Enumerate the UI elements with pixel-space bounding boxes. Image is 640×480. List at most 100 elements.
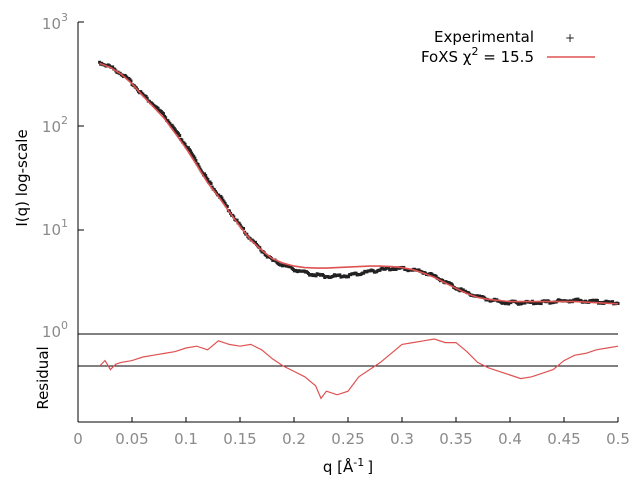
experimental-point [145, 96, 149, 100]
experimental-point [204, 174, 208, 178]
experimental-point [461, 288, 465, 292]
experimental-point [217, 193, 221, 197]
experimental-point [264, 253, 268, 257]
x-tick-label: 0.1 [174, 430, 198, 448]
experimental-point [354, 271, 358, 275]
experimental-point [434, 274, 438, 278]
experimental-point [212, 188, 216, 192]
experimental-point [189, 149, 193, 153]
experimental-point [98, 60, 102, 64]
experimental-point [186, 146, 190, 150]
experimental-point [219, 194, 223, 198]
foxs-fit-curve [99, 62, 619, 305]
experimental-point [129, 79, 133, 83]
y-axis-title: I(q) log-scale [13, 129, 31, 226]
experimental-point [338, 273, 342, 277]
experimental-point [199, 169, 203, 173]
experimental-point [208, 180, 212, 184]
experimental-point [206, 177, 210, 181]
experimental-point [173, 128, 177, 132]
x-tick-label: 0.3 [390, 430, 414, 448]
foxs-fit-line [99, 62, 619, 305]
x-tick-label: 0.15 [223, 430, 256, 448]
experimental-point [441, 278, 445, 282]
experimental-point [139, 90, 143, 94]
experimental-point [306, 271, 310, 275]
experimental-point [238, 223, 242, 227]
x-tick-label: 0.2 [282, 430, 306, 448]
x-tick-label: 0.45 [547, 430, 580, 448]
experimental-point [164, 116, 168, 120]
experimental-point [197, 165, 201, 169]
experimental-point [450, 283, 454, 287]
experimental-point [193, 156, 197, 160]
x-tick-label: 0.05 [115, 430, 148, 448]
y-tick-label-1: 100 [42, 319, 68, 341]
experimental-point [156, 106, 160, 110]
x-tick-label: 0.5 [606, 430, 630, 448]
residual-axis-title: Residual [34, 346, 52, 409]
residual-curve [99, 338, 619, 400]
experimental-point [190, 151, 194, 155]
y-tick-label-10: 101 [42, 217, 68, 239]
experimental-point [595, 299, 599, 303]
experimental-point [242, 226, 246, 230]
x-axis-title: q [Å-1] [323, 456, 373, 476]
experimental-point [237, 221, 241, 225]
x-tick-label: 0.25 [331, 430, 364, 448]
experimental-point [539, 302, 543, 306]
residual-line [99, 338, 619, 400]
experimental-point [203, 172, 207, 176]
legend-label-foxs: FoXS χ2 = 15.5 [421, 45, 534, 66]
experimental-point [394, 267, 398, 271]
experimental-point [314, 274, 318, 278]
experimental-point [611, 300, 615, 304]
experimental-point [223, 201, 227, 205]
x-tick-label: 0 [73, 430, 83, 448]
experimental-point [178, 134, 182, 138]
experimental-point [220, 196, 224, 200]
experimental-point [194, 159, 198, 163]
experimental-point [166, 119, 170, 123]
y-tick-labels: 100 101 102 103 [42, 11, 68, 341]
experimental-point [180, 138, 184, 142]
experimental-point [387, 266, 391, 270]
experimental-point [192, 154, 196, 158]
legend-marker-experimental: + [565, 31, 575, 45]
experimental-point [170, 123, 174, 127]
experimental-point [144, 95, 148, 99]
experimental-point [141, 92, 145, 96]
experimental-point [177, 132, 181, 136]
experimental-point [183, 142, 187, 146]
y-tick-label-1000: 103 [42, 11, 68, 33]
experimental-point [113, 67, 117, 71]
experimental-point [362, 271, 366, 275]
experimental-point [459, 287, 463, 291]
x-tick-label: 0.35 [439, 430, 472, 448]
legend-label-experimental: Experimental [434, 28, 534, 46]
experimental-point [161, 112, 165, 116]
experimental-point [274, 259, 278, 263]
experimental-point [235, 218, 239, 222]
experimental-point [198, 167, 202, 171]
experimental-point [523, 301, 527, 305]
x-tick-label: 0.4 [498, 430, 522, 448]
experimental-point [347, 275, 351, 279]
experimental-point [253, 240, 257, 244]
experimental-point [111, 65, 115, 69]
experimental-point [210, 185, 214, 189]
experimental-point [172, 126, 176, 130]
experimental-point [209, 182, 213, 186]
experimental-point [222, 200, 226, 204]
x-tick-labels: 0 0.05 0.1 0.15 0.2 0.25 0.3 0.35 0.4 0.45 0.5 [73, 417, 630, 448]
experimental-point [196, 162, 200, 166]
experimental-point [168, 122, 172, 126]
y-tick-label-100: 102 [42, 114, 68, 136]
experimental-point [221, 198, 225, 202]
legend: Experimental + FoXS χ2 = 15.5 [421, 28, 595, 66]
experimental-point [322, 274, 326, 278]
experimental-point [507, 302, 511, 306]
experimental-point [225, 204, 229, 208]
